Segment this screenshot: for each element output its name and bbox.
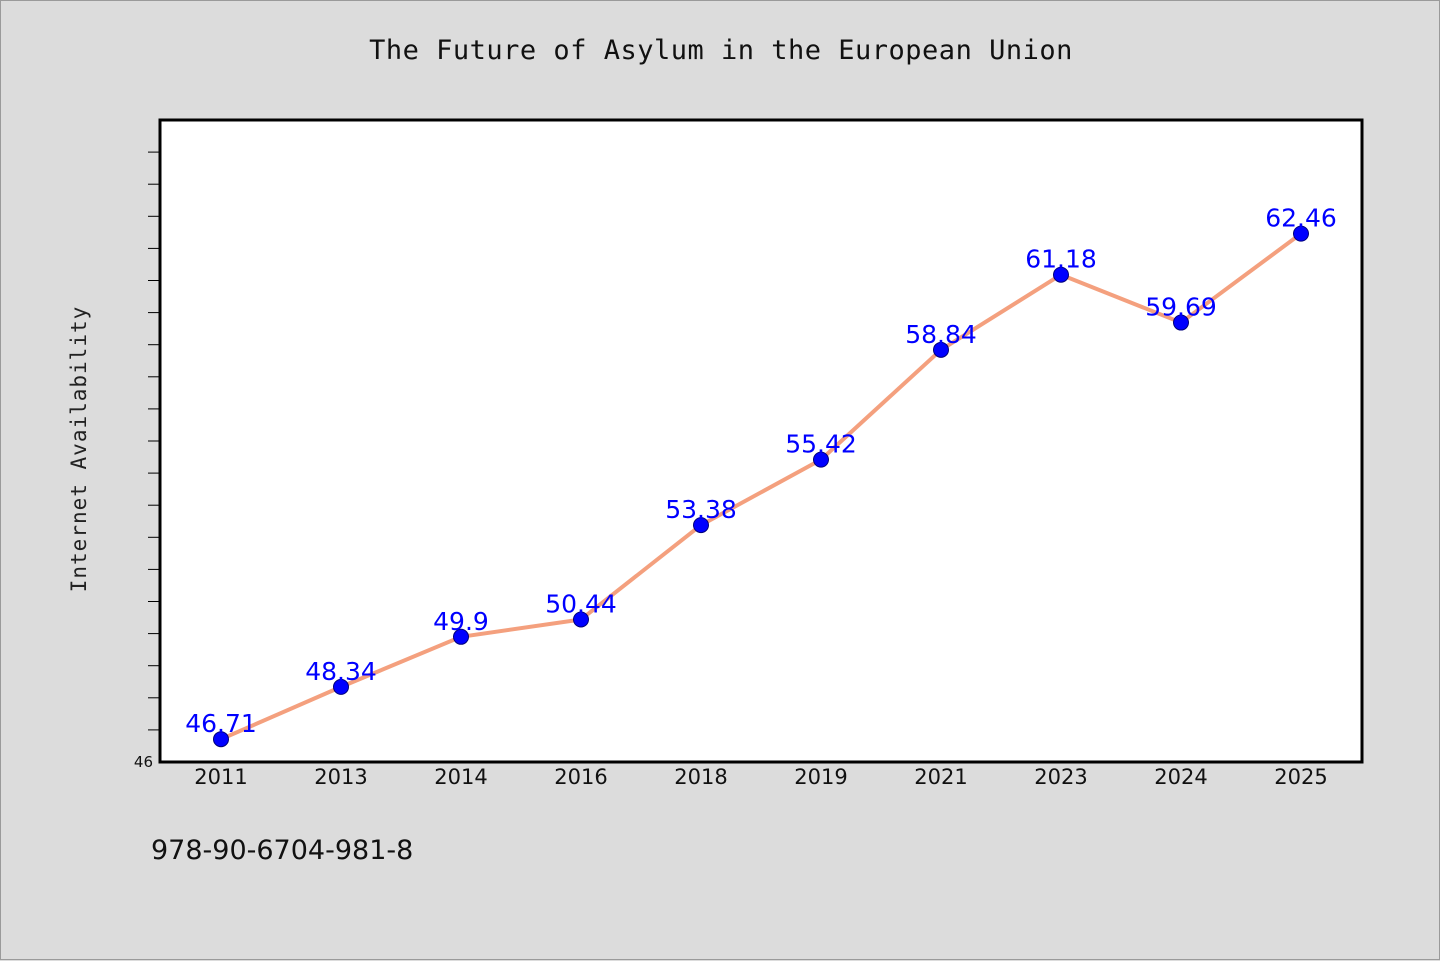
data-label: 55.42 [785,430,857,459]
x-tick-label: 2016 [554,765,607,789]
data-label: 61.18 [1025,245,1097,274]
y-axis-ticks: 46 [134,151,160,771]
x-tick-label: 2023 [1034,765,1087,789]
y-tick-label: 46 [134,753,153,771]
data-point [453,628,469,645]
data-point [1053,266,1069,283]
data-point [333,678,349,695]
data-point [1173,314,1189,331]
plot-area [158,118,1364,764]
chart-title: The Future of Asylum in the European Uni… [369,35,1073,66]
x-tick-label: 2013 [314,765,367,789]
data-label: 46.71 [185,709,257,738]
data-label: 49.9 [433,607,489,636]
data-label: 62.46 [1265,204,1337,233]
data-label: 58.84 [905,320,977,349]
data-point [933,341,949,358]
x-tick-label: 2011 [194,765,247,789]
data-label: 50.44 [545,589,617,618]
x-tick-label: 2019 [794,765,847,789]
x-axis-tick-labels: 2011 2013 2014 2016 2018 2019 2021 2023 2024 2025 [194,765,1327,789]
data-label: 48.34 [305,657,377,686]
data-point [813,451,829,468]
data-point [573,611,589,628]
footer-isbn: 978-90-6704-981-8 [151,835,414,866]
data-label: 59.69 [1145,293,1217,322]
x-tick-label: 2018 [674,765,727,789]
x-tick-label: 2014 [434,765,487,789]
x-tick-label: 2025 [1274,765,1327,789]
data-point [213,731,229,748]
data-labels: 46.71 48.34 49.9 50.44 53.38 55.42 58.84 61.18 5… [185,204,1337,739]
data-point [1293,225,1309,242]
series-line [220,232,1303,742]
series-markers [213,225,1309,748]
x-tick-label: 2021 [914,765,967,789]
x-tick-label: 2024 [1154,765,1207,789]
data-label: 53.38 [665,495,737,524]
data-point [693,517,709,534]
